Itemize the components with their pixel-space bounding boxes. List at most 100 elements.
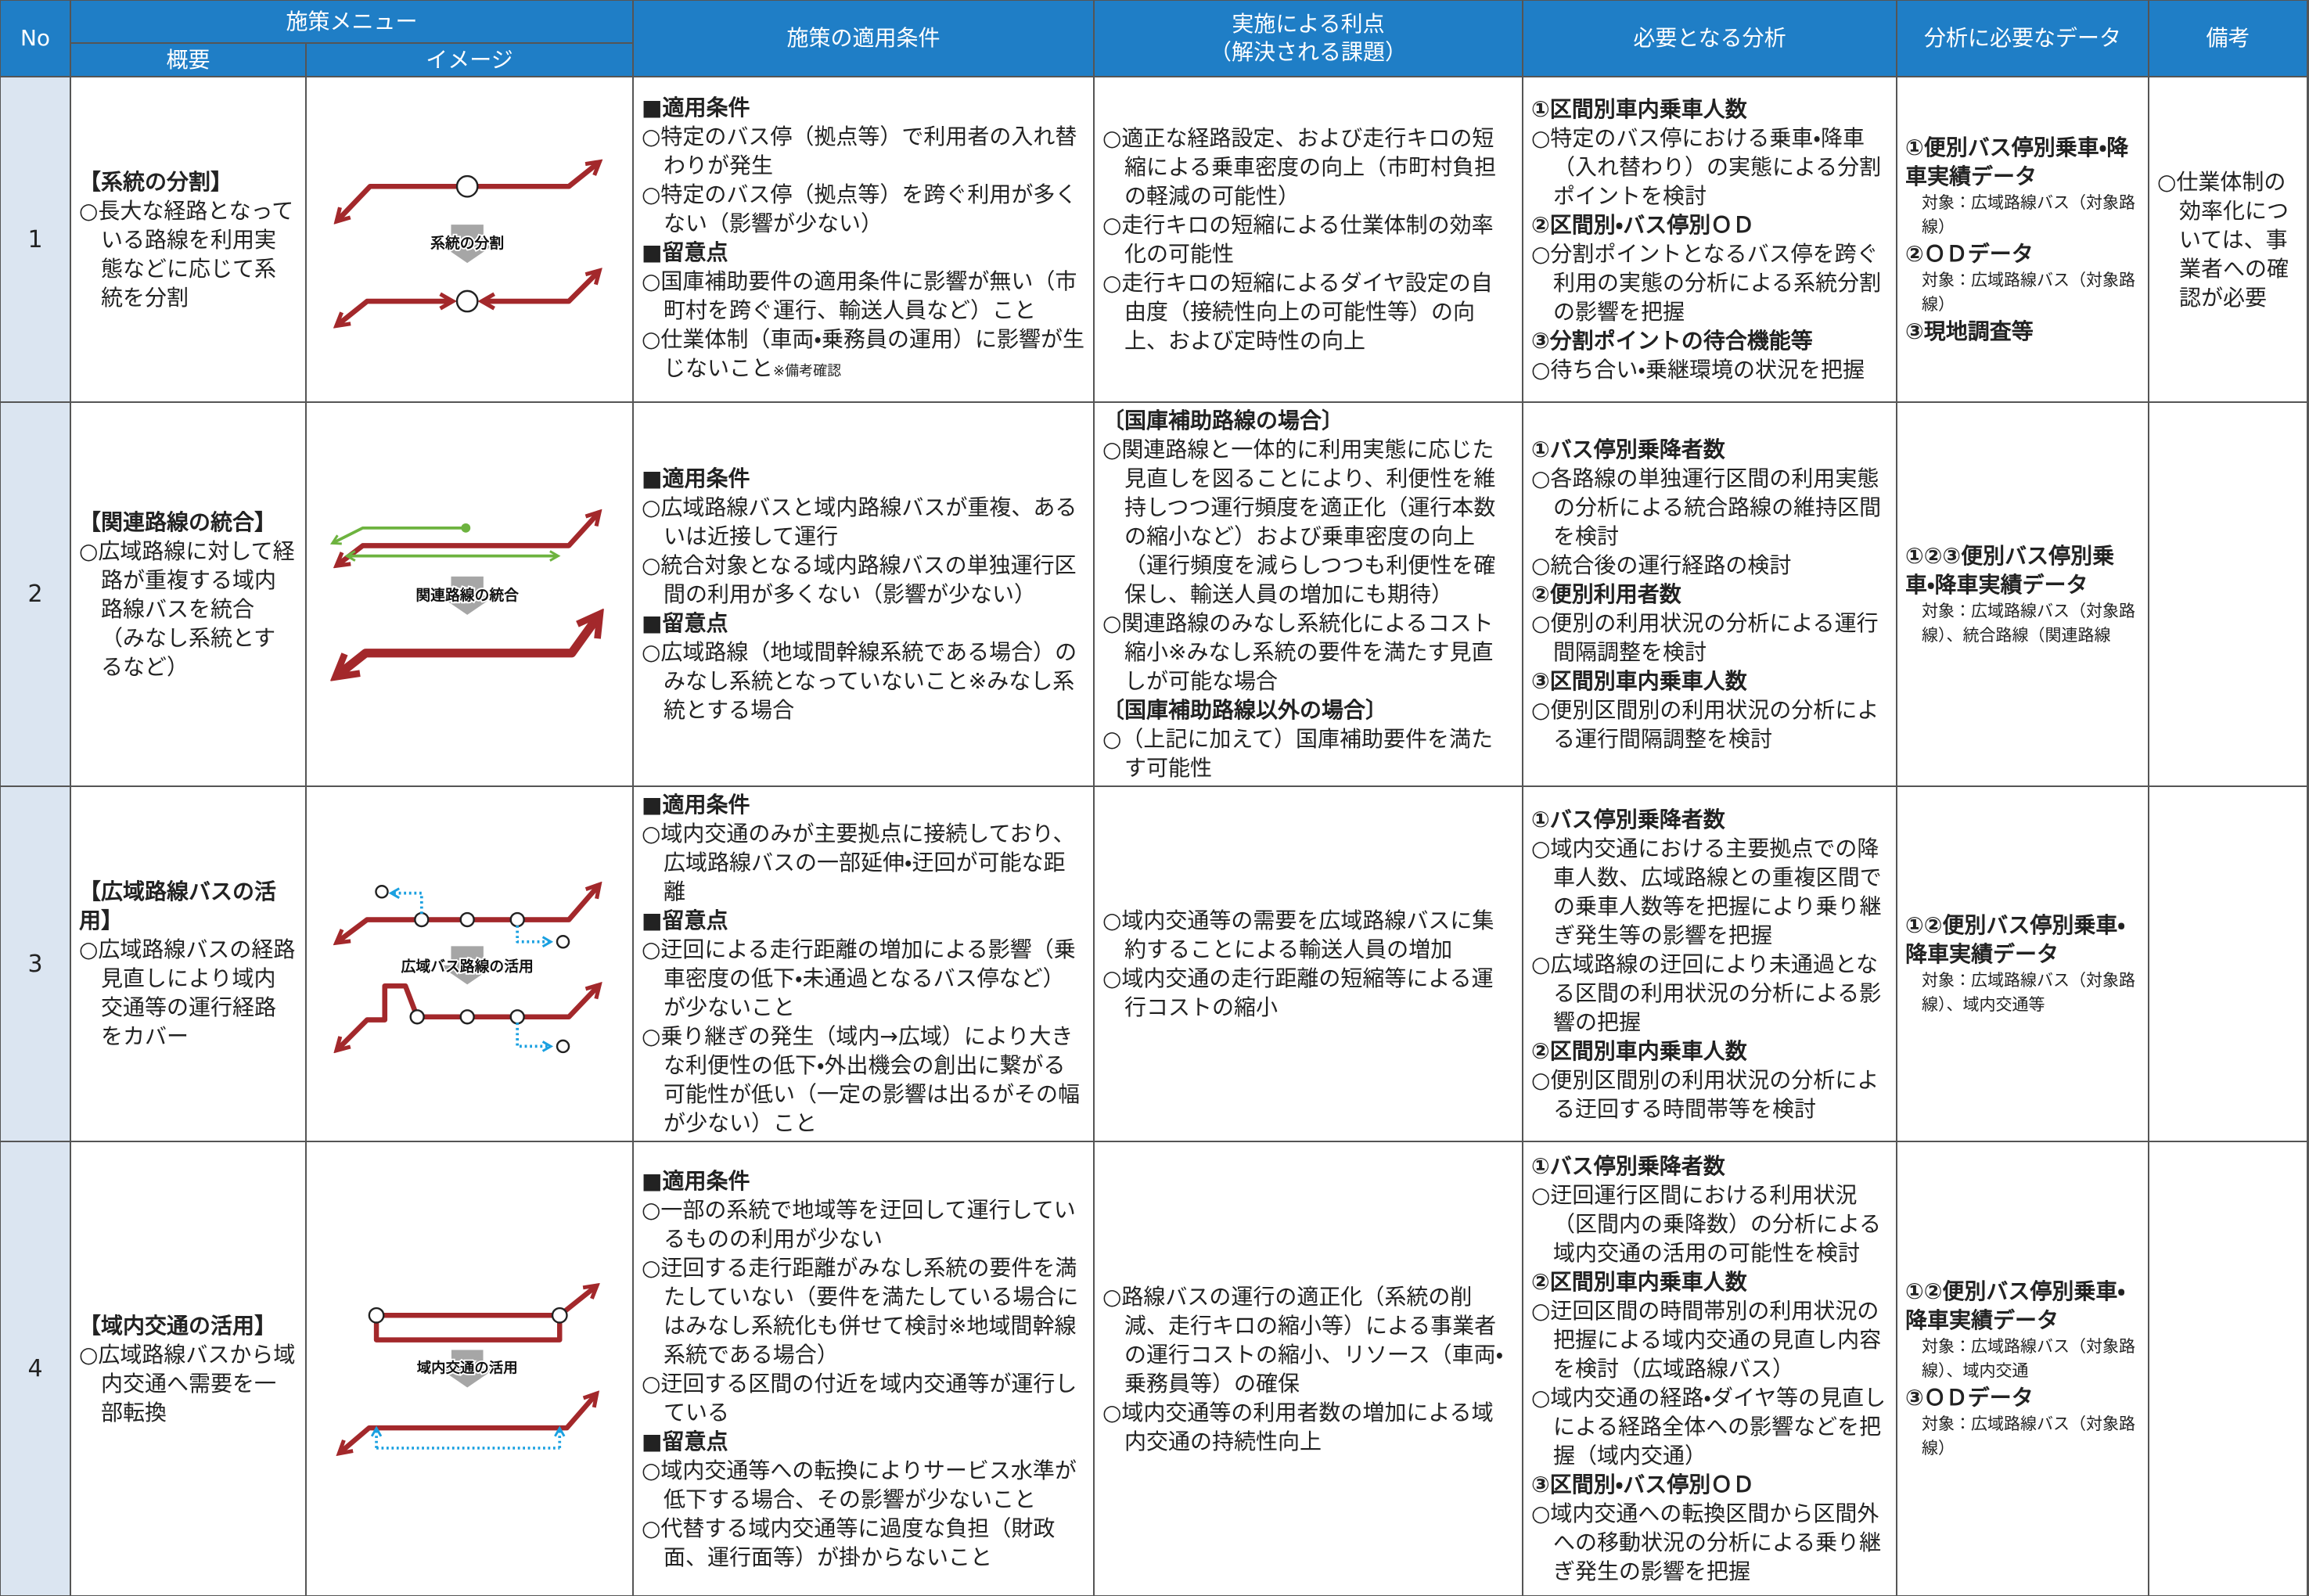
item: ○適正な経路設定、および走行キロの短縮による乗車密度の向上（市町村負担の軽減の可… <box>1102 125 1497 209</box>
item: ○国庫補助要件の適用条件に影響が無い（市町村を跨ぐ運行、輸送人員など）こと <box>642 268 1077 323</box>
row-no: 1 <box>1 77 70 401</box>
section-heading: ①②便別バス停別乗車・降車実績データ <box>1905 912 2125 967</box>
row-number: 4 <box>27 1355 43 1382</box>
item: ○仕業体制（車両・乗務員の運用）に影響が生じないこと※備考確認 <box>642 326 1084 381</box>
section-heading: ③区間別車内乗車人数 <box>1531 668 1747 694</box>
bus-stop <box>368 1307 385 1324</box>
route-diagram: 関連路線の統合 <box>307 403 632 785</box>
section-heading: ■適用条件 <box>642 466 750 491</box>
remarks-cell <box>2149 403 2307 785</box>
diagram-label: 関連路線の統合 <box>415 586 519 604</box>
item: ○迂回する走行距離がみなし系統の要件を満たしていない（要件を満たしている場合には… <box>642 1254 1079 1368</box>
image-cell: 系統の分割 <box>307 77 632 401</box>
diagram-label: 広域バス路線の活用 <box>401 957 534 975</box>
local-line <box>329 526 466 545</box>
row-number: 2 <box>27 581 43 608</box>
item: ○迂回運行区間における利用状況（区間内の乗降数）の分析による域内交通の活用の可能… <box>1531 1182 1882 1266</box>
route-line <box>484 271 599 301</box>
item: ○便別区間別の利用状況の分析による運行間隔調整を検討 <box>1531 697 1879 752</box>
section-heading: ①②③便別バス停別乗車・降車実績データ <box>1905 542 2115 598</box>
conditions-cell: ■適用条件 ○広域路線バスと域内路線バスが重複、あるいは近接して運行 ○統合対象とな… <box>634 403 1093 785</box>
section-heading: ②区間別車内乗車人数 <box>1531 1269 1747 1295</box>
section-heading: ①区間別車内乗車人数 <box>1531 96 1747 122</box>
conditions-cell: ■適用条件 ○一部の系統で地域等を迂回して運行しているものの利用が少ない ○迂回する… <box>634 1142 1093 1595</box>
diagram-label: 系統の分割 <box>430 234 504 252</box>
header-conditions: 施策の適用条件 <box>634 1 1093 76</box>
item: ○域内交通における主要拠点での降車人数、広域路線との重複区間での乗車人数等を把握… <box>1531 835 1882 948</box>
item: ○便別の利用状況の分析による運行間隔調整を検討 <box>1531 610 1879 665</box>
item: ○広域路線の迂回により未通過となる区間の利用状況の分析による影響の把握 <box>1531 951 1882 1035</box>
bus-stop <box>455 174 479 198</box>
item: ○関連路線のみなし系統化によるコスト縮小※みなし系統の要件を満たす見直しが可能な… <box>1102 610 1494 694</box>
item: ○広域路線バスと域内路線バスが重複、あるいは近接して運行 <box>642 494 1077 549</box>
item: 対象：広域路線バス（対象路線）、統合路線（関連路線 <box>1922 601 2135 645</box>
bus-stop <box>459 911 475 928</box>
section-heading: ①バス停別乗降者数 <box>1531 437 1725 462</box>
conditions-cell: ■適用条件 ○特定のバス停（拠点等）で利用者の入れ替わりが発生 ○特定のバス停（拠点… <box>634 77 1093 401</box>
item: ○広域路線（地域間幹線系統である場合）のみなし系統となっていないこと※みなし系統… <box>642 639 1077 723</box>
item: 対象：広域路線バス（対象路線）、域内交通 <box>1922 1337 2135 1380</box>
bus-stop <box>375 885 389 899</box>
route-line <box>338 301 451 325</box>
benefits-cell: ○域内交通等の需要を広域路線バスに集約することによる輸送人員の増加 ○域内交通の走… <box>1095 787 1522 1141</box>
conditions-cell: ■適用条件 ○域内交通のみが主要拠点に接続しており、広域路線バスの一部延伸・迂回が… <box>634 787 1093 1141</box>
route-diagram: 系統の分割 <box>307 77 632 401</box>
header-benefits: 実施による利点 （解決される課題） <box>1095 1 1522 76</box>
item: ○走行キロの短縮によるダイヤ設定の自由度（接続性向上の可能性等）の向上、および定… <box>1102 270 1493 354</box>
item: ○迂回する区間の付近を域内交通等が運行している <box>642 1370 1077 1425</box>
bus-stop <box>556 1039 570 1054</box>
bus-stop <box>556 935 570 949</box>
section-heading: ③現地調査等 <box>1905 318 2034 344</box>
bus-stop <box>509 1009 525 1025</box>
analysis-cell: ①バス停別乗降者数 ○域内交通における主要拠点での降車人数、広域路線との重複区間で… <box>1523 787 1896 1141</box>
feeder-line <box>516 926 554 948</box>
gray-arrow <box>440 1350 495 1388</box>
section-heading: 〔国庫補助路線の場合〕 <box>1102 408 1344 433</box>
header-menu: 施策メニュー <box>71 1 632 42</box>
item: ○一部の系統で地域等を迂回して運行しているものの利用が少ない <box>642 1196 1076 1252</box>
row-no: 2 <box>1 403 70 785</box>
item: ○特定のバス停（拠点等）を跨ぐ利用が多くない（影響が少ない） <box>642 182 1077 236</box>
diagram-label: 域内交通の活用 <box>417 1360 518 1377</box>
section-heading: ②区間別車内乗車人数 <box>1531 1037 1747 1064</box>
remarks-cell <box>2149 787 2307 1141</box>
conditions-note: ※備考確認 <box>773 363 842 379</box>
image-cell: 広域バス路線の活用 <box>307 787 632 1141</box>
row-number: 1 <box>27 225 43 253</box>
item: ○走行キロの短縮による仕業体制の効率化の可能性 <box>1102 212 1494 267</box>
item: ○統合対象となる域内路線バスの単独運行区間の利用が多くない（影響が少ない） <box>642 552 1077 607</box>
section-heading: ■適用条件 <box>642 1167 750 1194</box>
item: ○便別区間別の利用状況の分析による迂回する時間帯等を検討 <box>1531 1066 1879 1122</box>
header-summary: 概要 <box>71 44 305 76</box>
bus-stop <box>551 1307 568 1324</box>
benefits-cell: 〔国庫補助路線の場合〕 ○関連路線と一体的に利用実態に応じた見直しを図ることにより… <box>1095 403 1522 785</box>
data-cell: ①便別バス停別乗車・降車実績データ 対象：広域路線バス（対象路線） ②ＯＤデータ 対象… <box>1897 77 2148 401</box>
feeder-line <box>388 887 423 914</box>
section-heading: ②区間別・バス停別ＯＤ <box>1531 212 1755 238</box>
section-heading: ①便別バス停別乗車・降車実績データ <box>1905 135 2129 189</box>
item: ○各路線の単独運行区間の利用実態の分析による統合路線の維持区間を検討 <box>1531 466 1882 549</box>
item: ○路線バスの運行の適正化（系統の削減、走行キロの縮小等）による事業者の運行コスト… <box>1102 1283 1504 1396</box>
item: ○特定のバス停（拠点等）で利用者の入れ替わりが発生 <box>642 124 1077 178</box>
item: 対象：広域路線バス（対象路線） <box>1922 193 2135 236</box>
item: ○迂回区間の時間帯別の利用状況の把握による域内交通の見直し内容を検討（広域路線バ… <box>1531 1298 1882 1382</box>
section-heading: 〔国庫補助路線以外の場合〕 <box>1102 697 1388 723</box>
item: ○域内交通のみが主要拠点に接続しており、広域路線バスの一部延伸・迂回が可能な距離 <box>642 821 1075 904</box>
section-heading: ③ＯＤデータ <box>1905 1385 2034 1411</box>
item: ○特定のバス停における乗車・降車（入れ替わり）の実態による分割ポイントを検討 <box>1531 125 1882 209</box>
header-data: 分析に必要なデータ <box>1897 1 2148 76</box>
image-cell: 域内交通の活用 <box>307 1142 632 1595</box>
bus-stop <box>414 911 430 928</box>
item: 対象：広域路線バス（対象路線） <box>1922 271 2135 314</box>
summary-text: ○長大な経路となっている路線を利用実態などに応じて系統を分割 <box>79 197 294 311</box>
item: ○域内交通への転換区間から区間外への移動状況の分析による乗り継ぎ発生の影響を把握 <box>1531 1501 1882 1584</box>
row-number: 3 <box>27 950 43 978</box>
summary-text: ○広域路線バスから域内交通へ需要を一部転換 <box>79 1341 296 1425</box>
analysis-cell: ①区間別車内乗車人数 ○特定のバス停における乗車・降車（入れ替わり）の実態による分… <box>1523 77 1896 401</box>
image-cell: 関連路線の統合 <box>307 403 632 785</box>
summary-cell: 【域内交通の活用】 ○広域路線バスから域内交通へ需要を一部転換 <box>71 1142 305 1595</box>
data-cell: ①②便別バス停別乗車・降車実績データ 対象：広域路線バス（対象路線）、域内交通等 <box>1897 787 2148 1141</box>
section-heading: ■留意点 <box>642 1428 728 1454</box>
item: ○代替する域内交通等に過度な負担（財政面、運行面等）が掛からないこと <box>642 1515 1056 1570</box>
